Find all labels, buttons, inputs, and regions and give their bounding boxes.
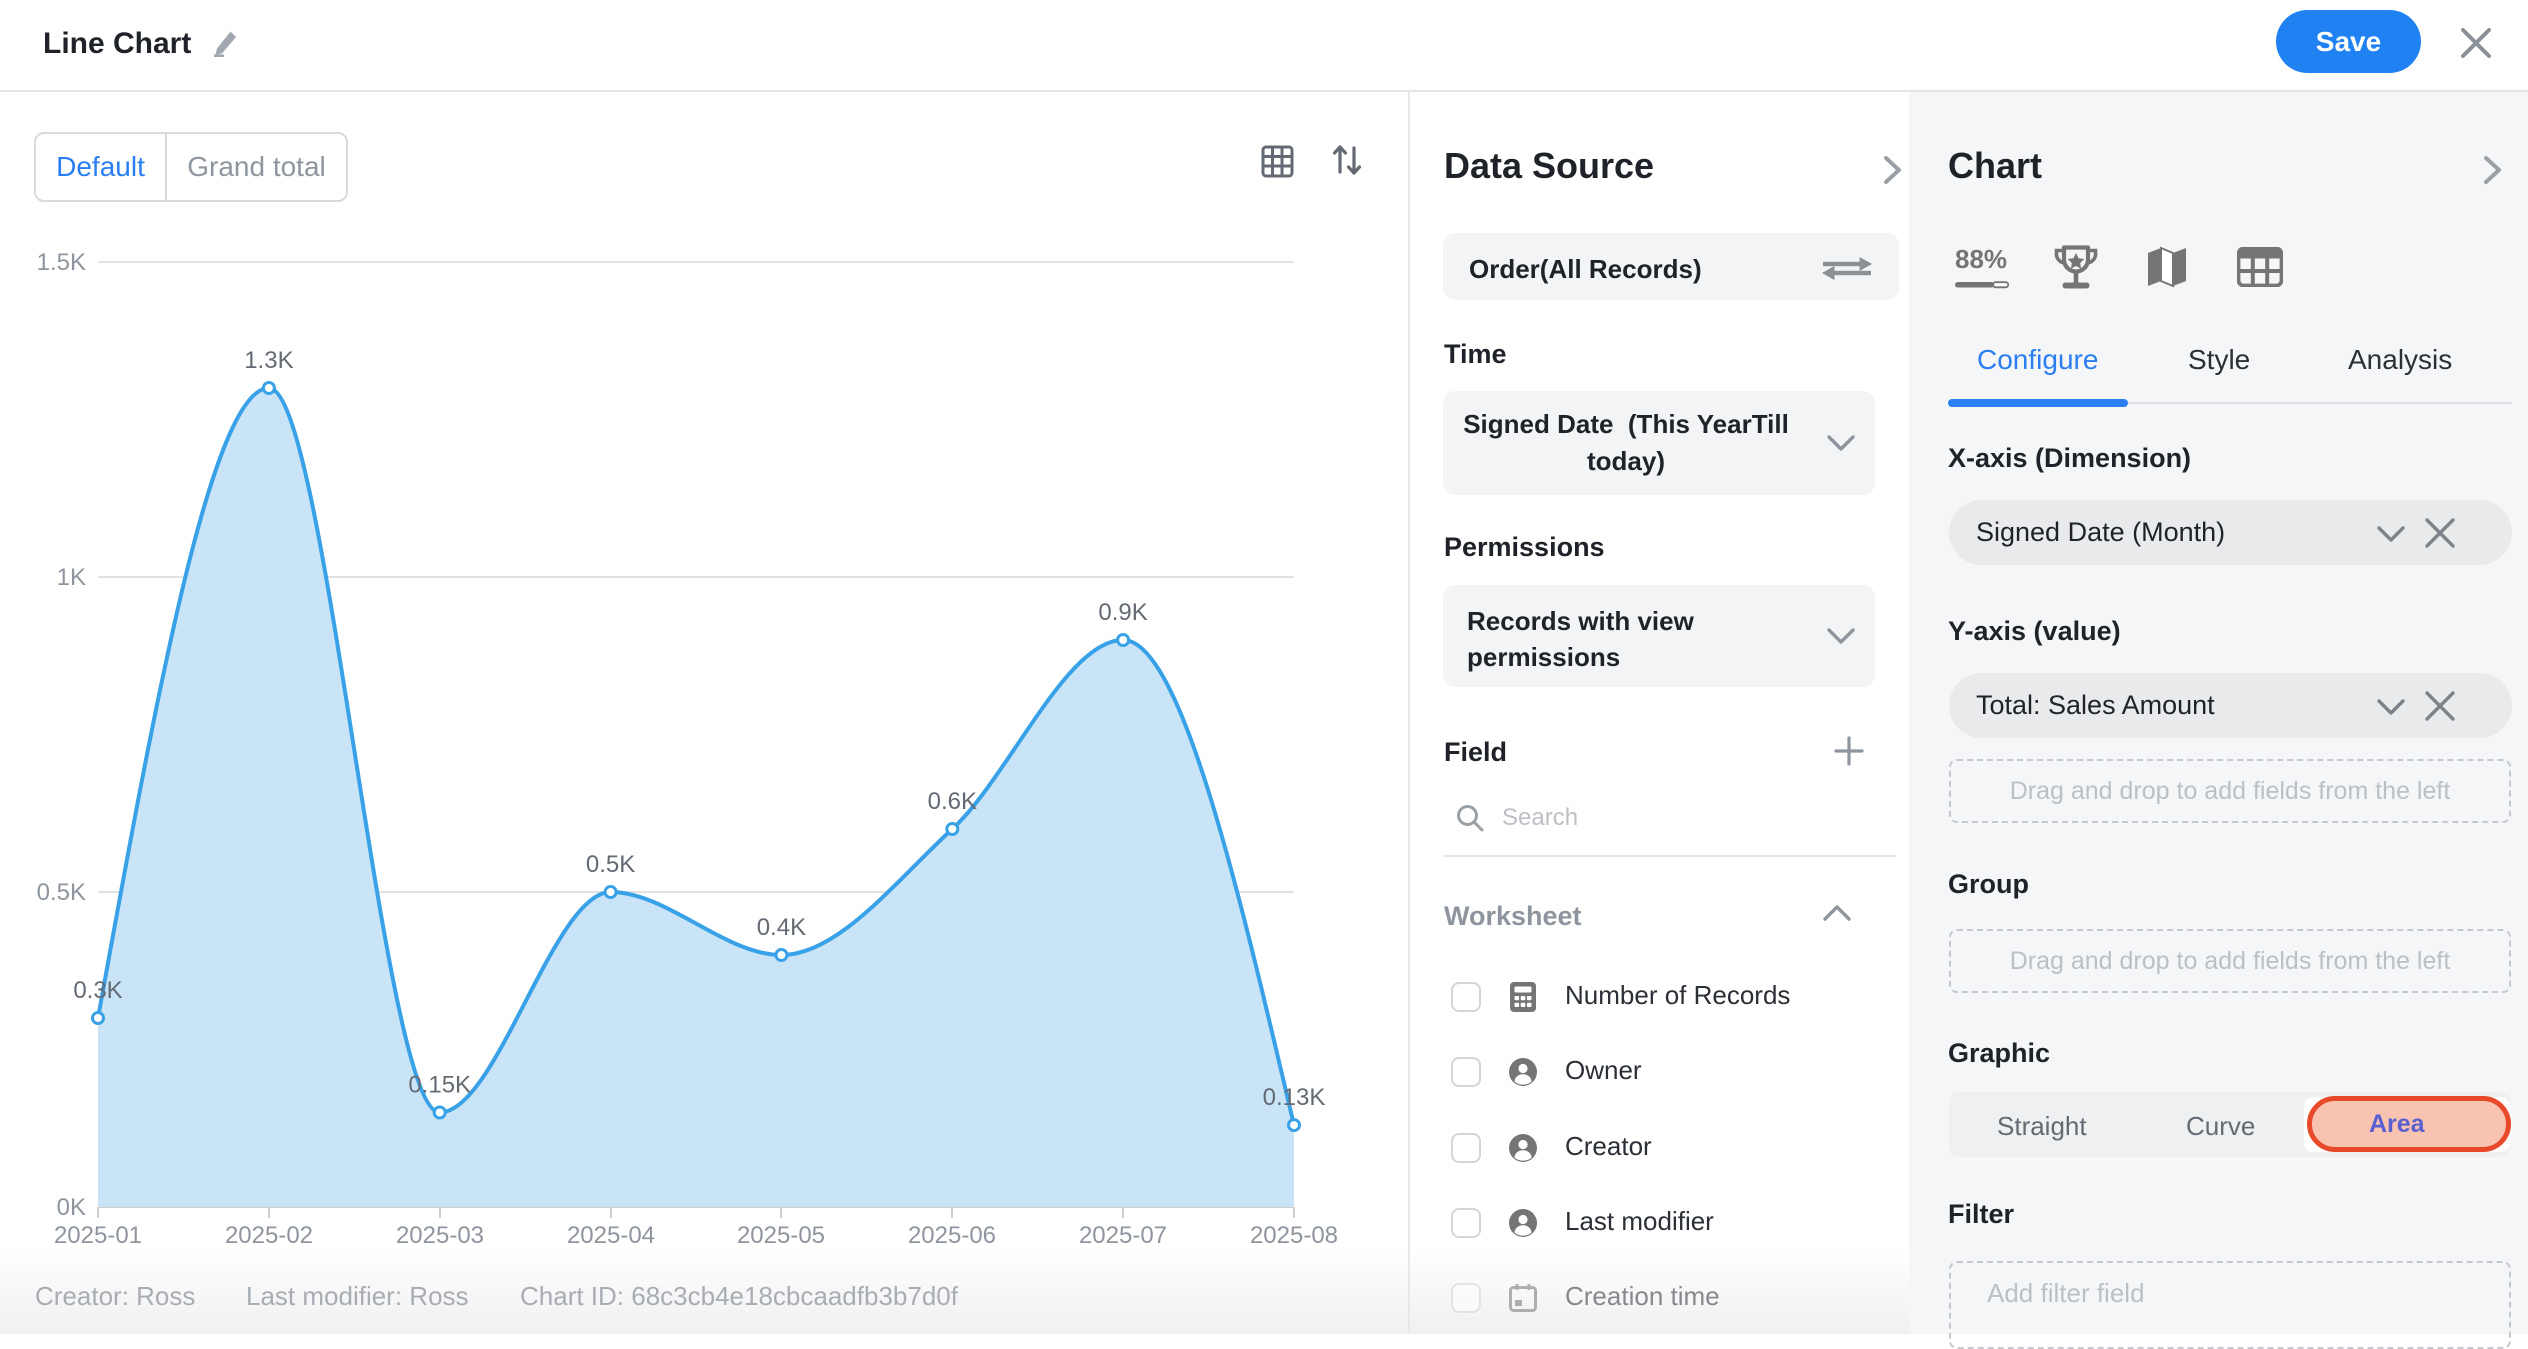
svg-text:0.5K: 0.5K [37, 879, 86, 906]
svg-text:1.3K: 1.3K [244, 347, 293, 374]
svg-text:1.5K: 1.5K [37, 249, 86, 276]
svg-text:0.9K: 0.9K [1098, 599, 1147, 626]
svg-text:2025-02: 2025-02 [225, 1222, 313, 1249]
svg-text:0.4K: 0.4K [757, 914, 806, 941]
svg-text:0.15K: 0.15K [408, 1072, 471, 1099]
svg-text:88%: 88% [1955, 247, 2007, 274]
svg-text:2025-07: 2025-07 [1079, 1222, 1167, 1249]
svg-text:2025-08: 2025-08 [1250, 1222, 1338, 1249]
svg-text:2025-06: 2025-06 [908, 1222, 996, 1249]
svg-text:0.6K: 0.6K [928, 788, 977, 815]
svg-text:2025-03: 2025-03 [396, 1222, 484, 1249]
svg-text:0K: 0K [57, 1194, 86, 1221]
svg-text:0.5K: 0.5K [586, 851, 635, 878]
svg-text:0.3K: 0.3K [73, 977, 122, 1004]
svg-text:2025-04: 2025-04 [567, 1222, 655, 1249]
svg-text:0.13K: 0.13K [1263, 1084, 1326, 1111]
svg-text:1K: 1K [57, 564, 86, 591]
svg-text:2025-05: 2025-05 [737, 1222, 825, 1249]
svg-text:2025-01: 2025-01 [54, 1222, 142, 1249]
